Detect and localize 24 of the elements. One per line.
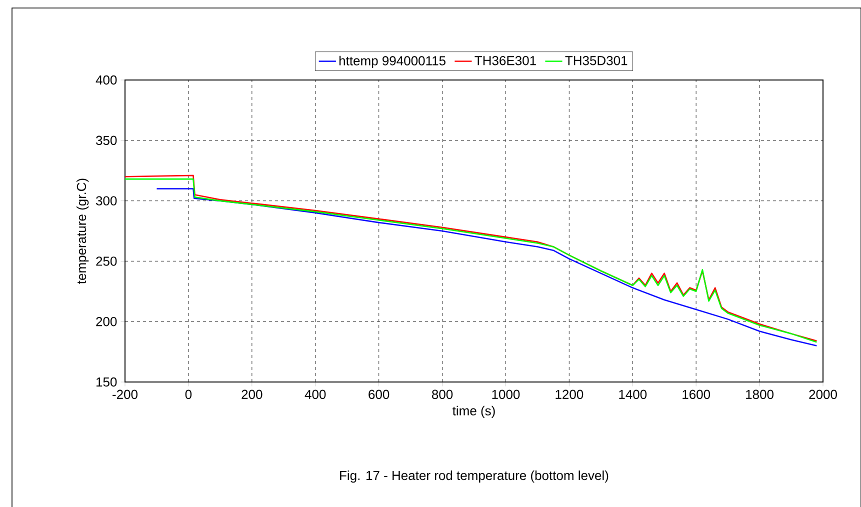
x-tick-label: 800 [432, 390, 453, 400]
x-tick-label: 200 [242, 390, 262, 400]
x-tick-label: 1800 [746, 390, 774, 400]
x-tick-label: 400 [304, 390, 326, 400]
legend-label: TH35D301 [565, 56, 628, 66]
y-tick-label: 250 [96, 256, 117, 266]
caption: Fig. 17 - Heater rod temperature (bottom level) [340, 470, 608, 483]
x-tick-label: 0 [185, 390, 192, 400]
x-tick-label: 600 [368, 390, 390, 400]
x-tick-label: 1200 [556, 390, 584, 400]
x-tick-label: 1600 [682, 390, 710, 400]
legend-label: httemp 994000115 [339, 56, 446, 68]
x-tick-label: -200 [112, 390, 138, 400]
legend-label: TH36E301 [474, 56, 536, 66]
y-tick-label: 200 [96, 317, 117, 326]
x-tick-label: 1400 [619, 390, 647, 400]
x-tick-label: 2000 [809, 390, 837, 400]
y-tick-label: 150 [96, 377, 117, 387]
x-axis-title: time (s) [452, 406, 495, 418]
x-tick-label: 1000 [492, 390, 520, 400]
y-tick-label: 400 [96, 75, 117, 85]
y-axis-title: temperature (gr.C) [76, 178, 89, 284]
y-tick-label: 300 [96, 196, 117, 206]
y-tick-label: 350 [96, 136, 117, 146]
